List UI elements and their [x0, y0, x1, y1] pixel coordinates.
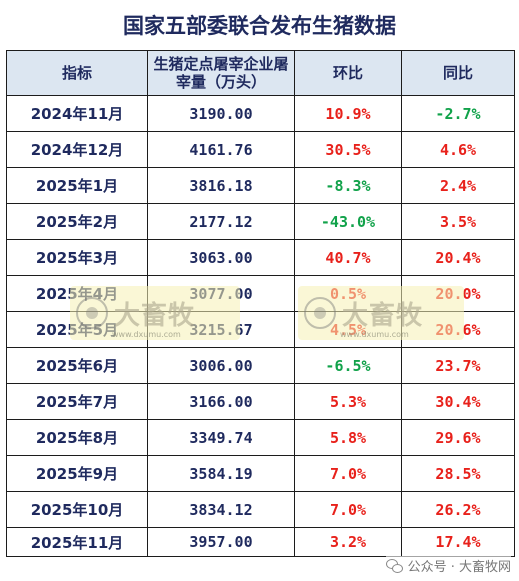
table-row: 2025年4月 3077.00 0.5% 20.0% — [6, 275, 515, 312]
header-mom: 环比 — [294, 50, 402, 96]
slaughter-volume-cell: 3584.19 — [147, 455, 295, 492]
slaughter-volume-cell: 3077.00 — [147, 275, 295, 312]
yoy-cell: 17.4% — [401, 527, 515, 557]
yoy-cell: 20.6% — [401, 311, 515, 348]
slaughter-volume-cell: 3006.00 — [147, 347, 295, 384]
mom-cell: -6.5% — [294, 347, 402, 384]
period-cell: 2025年2月 — [6, 203, 148, 240]
mom-cell: 3.2% — [294, 527, 402, 557]
slaughter-volume-cell: 3349.74 — [147, 419, 295, 456]
yoy-cell: 20.4% — [401, 239, 515, 276]
slaughter-volume-cell: 3190.00 — [147, 95, 295, 132]
period-cell: 2025年3月 — [6, 239, 148, 276]
yoy-cell: 26.2% — [401, 491, 515, 528]
table-row: 2024年12月 4161.76 30.5% 4.6% — [6, 131, 515, 168]
slaughter-volume-cell: 3834.12 — [147, 491, 295, 528]
table-row: 2025年3月 3063.00 40.7% 20.4% — [6, 239, 515, 276]
table-row: 2025年2月 2177.12 -43.0% 3.5% — [6, 203, 515, 240]
yoy-cell: 29.6% — [401, 419, 515, 456]
yoy-cell: 28.5% — [401, 455, 515, 492]
period-cell: 2025年5月 — [6, 311, 148, 348]
slaughter-volume-cell: 3957.00 — [147, 527, 295, 557]
table-row: 2025年8月 3349.74 5.8% 29.6% — [6, 419, 515, 456]
table-row: 2025年9月 3584.19 7.0% 28.5% — [6, 455, 515, 492]
mom-cell: 5.3% — [294, 383, 402, 420]
mom-cell: 4.5% — [294, 311, 402, 348]
table-title: 国家五部委联合发布生猪数据 — [0, 0, 519, 50]
yoy-cell: 3.5% — [401, 203, 515, 240]
period-cell: 2025年9月 — [6, 455, 148, 492]
table-header-row: 指标 生猪定点屠宰企业屠宰量（万头） 环比 同比 — [6, 50, 515, 96]
period-cell: 2025年4月 — [6, 275, 148, 312]
yoy-cell: -2.7% — [401, 95, 515, 132]
pig-data-table: 指标 生猪定点屠宰企业屠宰量（万头） 环比 同比 2024年11月 3190.00… — [6, 50, 515, 557]
period-cell: 2025年1月 — [6, 167, 148, 204]
period-cell: 2024年11月 — [6, 95, 148, 132]
period-cell: 2024年12月 — [6, 131, 148, 168]
yoy-cell: 4.6% — [401, 131, 515, 168]
period-cell: 2025年10月 — [6, 491, 148, 528]
yoy-cell: 23.7% — [401, 347, 515, 384]
mom-cell: 0.5% — [294, 275, 402, 312]
table-row: 2025年5月 3215.67 4.5% 20.6% — [6, 311, 515, 348]
period-cell: 2025年6月 — [6, 347, 148, 384]
slaughter-volume-cell: 3063.00 — [147, 239, 295, 276]
mom-cell: 40.7% — [294, 239, 402, 276]
header-slaughter-volume: 生猪定点屠宰企业屠宰量（万头） — [147, 50, 295, 96]
table-row: 2025年7月 3166.00 5.3% 30.4% — [6, 383, 515, 420]
yoy-cell: 20.0% — [401, 275, 515, 312]
wechat-icon — [385, 558, 404, 573]
header-label: 指标 — [6, 50, 148, 96]
mom-cell: -8.3% — [294, 167, 402, 204]
period-cell: 2025年11月 — [6, 527, 148, 557]
slaughter-volume-cell: 3816.18 — [147, 167, 295, 204]
slaughter-volume-cell: 3215.67 — [147, 311, 295, 348]
period-cell: 2025年7月 — [6, 383, 148, 420]
table-row: 2025年1月 3816.18 -8.3% 2.4% — [6, 167, 515, 204]
table-row: 2024年11月 3190.00 10.9% -2.7% — [6, 95, 515, 132]
slaughter-volume-cell: 3166.00 — [147, 383, 295, 420]
yoy-cell: 2.4% — [401, 167, 515, 204]
mom-cell: 7.0% — [294, 491, 402, 528]
table-row: 2025年6月 3006.00 -6.5% 23.7% — [6, 347, 515, 384]
mom-cell: 7.0% — [294, 455, 402, 492]
slaughter-volume-cell: 2177.12 — [147, 203, 295, 240]
mom-cell: 30.5% — [294, 131, 402, 168]
header-yoy: 同比 — [401, 50, 515, 96]
source-text: 公众号 · 大畜牧网 — [407, 560, 511, 575]
table-row: 2025年11月 3957.00 3.2% 17.4% — [6, 527, 515, 557]
mom-cell: -43.0% — [294, 203, 402, 240]
period-cell: 2025年8月 — [6, 419, 148, 456]
yoy-cell: 30.4% — [401, 383, 515, 420]
slaughter-volume-cell: 4161.76 — [147, 131, 295, 168]
wechat-source-mark: 公众号 · 大畜牧网 — [385, 556, 511, 575]
mom-cell: 5.8% — [294, 419, 402, 456]
mom-cell: 10.9% — [294, 95, 402, 132]
table-row: 2025年10月 3834.12 7.0% 26.2% — [6, 491, 515, 528]
